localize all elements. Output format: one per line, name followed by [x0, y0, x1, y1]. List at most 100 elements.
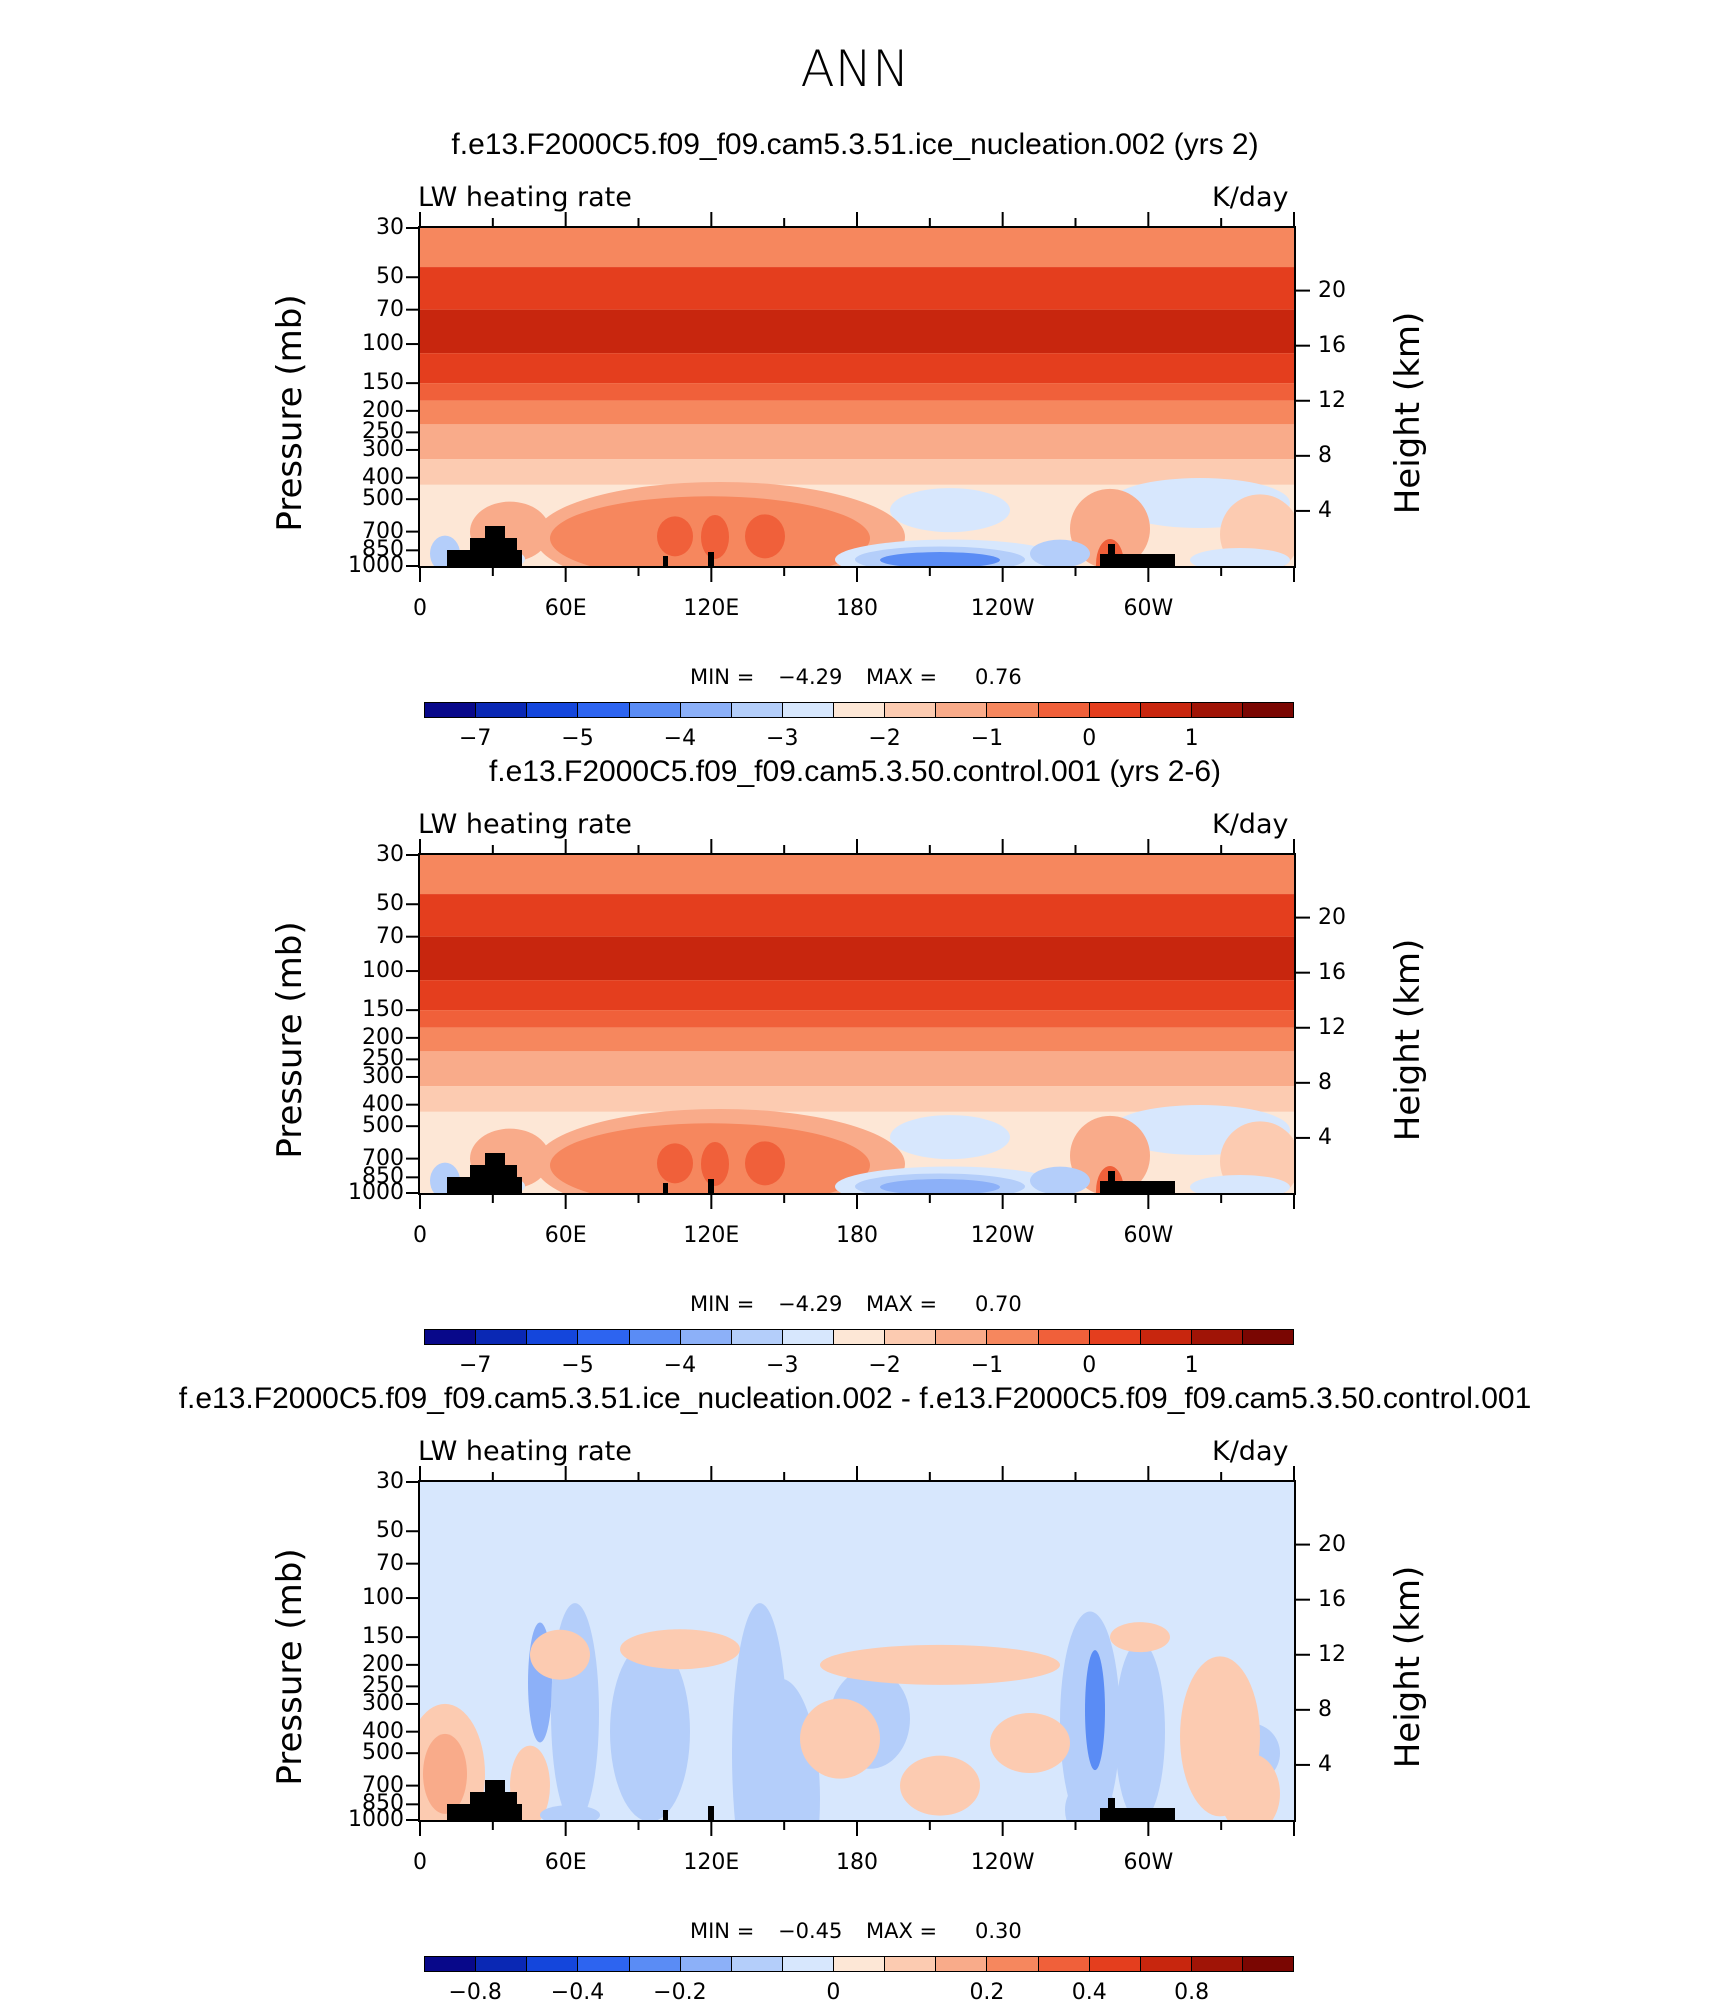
units-label: K/day — [1212, 182, 1289, 213]
variable-name: LW heating rate — [418, 809, 632, 840]
x-tick-label: 60E — [544, 596, 587, 621]
y-tick-label-right: 20 — [1318, 277, 1346, 303]
colorbar — [424, 702, 1294, 718]
contour-region — [890, 488, 1010, 533]
topography-region — [447, 1153, 522, 1193]
contour-region — [1190, 548, 1290, 566]
contour-region — [620, 1629, 740, 1670]
x-tick-label: 120W — [970, 596, 1035, 621]
colorbar-swatch — [629, 1330, 681, 1344]
colorbar-label: −4 — [663, 1353, 697, 1378]
colorbar-swatch — [476, 703, 528, 717]
panel-title: f.e13.F2000C5.f09_f09.cam5.3.51.ice_nucl… — [451, 128, 1259, 161]
y-tick-label: 1000 — [348, 1180, 404, 1205]
contour-field — [420, 228, 1294, 566]
colorbar-swatch — [1243, 1330, 1294, 1344]
min-label: MIN = — [690, 665, 755, 689]
y-tick-label: 30 — [376, 842, 404, 867]
contour-region — [657, 516, 693, 557]
contour-plot-area — [418, 1480, 1296, 1822]
y-tick-label-right: 4 — [1318, 497, 1332, 523]
y-tick-label: 850 — [362, 1791, 404, 1817]
y-tick-label: 400 — [362, 1718, 404, 1744]
colorbar-label: −5 — [561, 726, 594, 751]
min-value: −0.45 — [778, 1919, 843, 1943]
contour-plot-area — [418, 226, 1296, 568]
colorbar-swatch — [425, 1330, 477, 1344]
y-tick-label: 700 — [362, 518, 404, 544]
axes-ticks — [406, 839, 1310, 1209]
x-tick-label: 0 — [413, 1223, 427, 1248]
colorbar-label: 1 — [1184, 1353, 1199, 1378]
x-tick-label: 60W — [1123, 596, 1174, 621]
colorbar-swatch — [578, 1330, 630, 1344]
colorbar-label: −0.4 — [550, 1980, 605, 2005]
y-tick-label-right: 16 — [1318, 332, 1346, 358]
colorbar-swatch — [782, 703, 834, 717]
topography-region — [663, 556, 668, 566]
contour-band — [420, 1027, 1294, 1052]
contour-region — [540, 1805, 600, 1820]
y-tick-label-right: 8 — [1318, 442, 1332, 468]
y-tick-label: 200 — [362, 397, 404, 423]
min-label: MIN = — [690, 1919, 755, 1943]
contour-region — [423, 1733, 467, 1814]
contour-region — [701, 514, 729, 559]
colorbar-swatch — [834, 1330, 886, 1344]
contour-region — [745, 514, 785, 559]
y-tick-label: 50 — [376, 1518, 404, 1544]
y-tick-label: 500 — [362, 1740, 404, 1766]
colorbar-label: −7 — [458, 1353, 492, 1378]
panel-ice-nucleation: f.e13.F2000C5.f09_f09.cam5.3.51.ice_nucl… — [0, 128, 1710, 751]
contour-region — [1110, 1622, 1170, 1653]
max-value: 0.70 — [975, 1292, 1022, 1316]
y-tick-label: 300 — [362, 436, 404, 462]
x-tick-label: 60W — [1123, 1223, 1174, 1248]
colorbar-label: 0.2 — [969, 1980, 1005, 2005]
contour-region — [1030, 539, 1090, 566]
contour-band — [420, 980, 1294, 1011]
y-tick-label: 400 — [362, 464, 404, 490]
y-tick-label: 1000 — [348, 553, 404, 578]
y-tick-label: 500 — [362, 486, 404, 512]
colorbar-label: 0.4 — [1071, 1980, 1107, 2005]
colorbar-label: 0 — [1082, 726, 1097, 751]
contour-band — [420, 383, 1294, 401]
colorbar-swatch — [1038, 1330, 1090, 1344]
axes-ticks — [406, 212, 1310, 582]
contour-region — [990, 1713, 1070, 1774]
colorbar-swatch — [782, 1330, 834, 1344]
colorbar-swatch — [476, 1330, 528, 1344]
y-tick-label: 30 — [376, 1469, 404, 1494]
y-tick-label: 100 — [362, 1585, 404, 1611]
min-value: −4.29 — [778, 1292, 843, 1316]
colorbar-label: 0 — [826, 1980, 841, 2005]
contour-band — [420, 267, 1294, 310]
colorbar-swatch — [1089, 1330, 1141, 1344]
contour-region — [1190, 1175, 1290, 1193]
contour-region — [880, 552, 1000, 566]
y-tick-label: 50 — [376, 264, 404, 290]
contour-region — [1070, 488, 1150, 566]
topography-region — [708, 1806, 714, 1820]
colorbar-swatch — [1140, 703, 1192, 717]
x-tick-label: 120W — [970, 1223, 1035, 1248]
colorbar-swatch — [885, 1330, 937, 1344]
max-label: MAX = — [866, 1919, 938, 1943]
x-tick-label: 120W — [970, 1850, 1035, 1875]
colorbar — [424, 1329, 1294, 1345]
y-tick-label: 150 — [362, 997, 404, 1023]
topography-region — [1100, 1171, 1175, 1193]
y-tick-label-right: 16 — [1318, 1586, 1346, 1612]
colorbar-label: −7 — [458, 726, 492, 751]
variable-name: LW heating rate — [418, 1436, 632, 1467]
colorbar-label: −1 — [970, 726, 1004, 751]
y-tick-label: 500 — [362, 1113, 404, 1139]
contour-region — [900, 1755, 980, 1816]
colorbar-swatch — [680, 1330, 732, 1344]
contour-region — [1085, 1650, 1105, 1771]
units-label: K/day — [1212, 1436, 1289, 1467]
y-tick-label: 850 — [362, 537, 404, 563]
y-tick-label: 250 — [362, 1046, 404, 1072]
contour-region — [740, 1678, 820, 1820]
